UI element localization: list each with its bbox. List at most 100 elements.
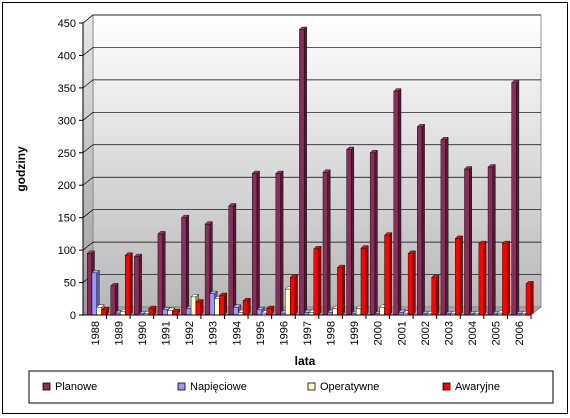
bar: [384, 232, 393, 316]
bar-top: [369, 150, 378, 153]
bar-side: [318, 245, 322, 316]
bar: [313, 245, 322, 316]
bar: [336, 264, 346, 316]
bar-front: [195, 301, 201, 316]
bar-top: [463, 166, 473, 170]
bar-top: [124, 252, 133, 256]
y-tick-label: 200: [58, 180, 76, 192]
legend-label: Awaryjne: [455, 381, 500, 393]
bar-top: [487, 164, 496, 168]
bar-side: [327, 169, 331, 316]
x-tick-label: 1991: [161, 321, 173, 345]
bar-top: [346, 146, 355, 150]
bar-side: [492, 164, 496, 316]
gridline: [82, 176, 541, 186]
bar-top: [133, 253, 143, 257]
bar-side: [374, 149, 378, 316]
y-tick-label: 50: [64, 278, 76, 290]
x-axis-title: lata: [295, 354, 316, 368]
bar-top: [298, 26, 308, 30]
bar-top: [256, 307, 265, 311]
bar: [298, 26, 308, 316]
bar-front: [157, 233, 163, 316]
x-tick-label: 1996: [278, 321, 290, 345]
x-tick-label: 1990: [137, 321, 149, 345]
bar-front: [204, 223, 211, 316]
bar: [124, 252, 133, 316]
bar-front: [478, 243, 484, 316]
bar-top: [360, 245, 369, 249]
bar-front: [110, 285, 116, 316]
bar-front: [148, 308, 154, 316]
bar-side: [186, 214, 190, 316]
bar: [133, 253, 143, 316]
bar-top: [454, 235, 464, 239]
gridline: [82, 14, 541, 24]
bar-top: [232, 304, 242, 308]
bar-top: [251, 170, 261, 174]
x-tick-label: 2004: [467, 321, 479, 345]
bar-side: [483, 240, 487, 316]
bar-front: [167, 310, 173, 316]
bar-top: [91, 270, 100, 274]
bar-front: [464, 168, 470, 316]
bar: [322, 169, 331, 316]
bar: [242, 297, 251, 316]
y-axis-title: godziny: [14, 146, 28, 192]
y-tick-label: 150: [58, 213, 76, 225]
bar-top: [289, 274, 299, 278]
x-tick-label: 2003: [443, 321, 455, 345]
bar-top: [195, 299, 204, 303]
legend-swatch: [42, 382, 51, 391]
legend: [28, 370, 554, 404]
bar: [478, 240, 487, 316]
bar-top: [209, 290, 218, 294]
bar: [101, 306, 110, 316]
bar-top: [336, 264, 346, 268]
chart-frame: 0 50 100 150 200 250 300 350 400 450 1988 1989 1990 1…: [2, 2, 568, 414]
bar-front: [91, 272, 97, 316]
bar-front: [214, 298, 220, 316]
bar-top: [228, 203, 237, 207]
legend-swatch: [442, 382, 451, 391]
gridline: [82, 144, 541, 154]
x-tick-label: 1993: [208, 321, 220, 345]
bar-top: [440, 137, 449, 141]
bar: [148, 305, 157, 316]
x-tick-label: 2006: [514, 321, 526, 345]
bar: [511, 79, 520, 316]
bar: [195, 299, 204, 316]
bar-front: [162, 309, 168, 316]
bar-top: [478, 240, 487, 244]
bar-top: [181, 214, 190, 218]
bar: [266, 305, 275, 316]
bar: [171, 308, 181, 316]
bar-front: [86, 253, 93, 316]
gridline: [82, 47, 541, 56]
bar-side: [351, 146, 355, 316]
bar-front: [190, 296, 197, 316]
bar-front: [355, 308, 362, 316]
bar-front: [525, 283, 532, 316]
x-tick-label: 2000: [373, 321, 385, 345]
y-tick-label: 100: [58, 245, 76, 257]
x-tick-label: 1994: [231, 321, 243, 345]
bar-top: [525, 281, 534, 285]
x-tick-label: 1995: [255, 321, 267, 345]
bar-front: [96, 307, 102, 316]
bar-side: [115, 282, 119, 316]
x-tick-label: 1992: [184, 321, 196, 345]
y-tick-label: 300: [58, 115, 76, 127]
x-tick-label: 2002: [420, 321, 432, 345]
bar-front: [209, 293, 215, 316]
bar-side: [389, 232, 393, 316]
bar-top: [511, 79, 520, 83]
bar-front: [256, 309, 263, 316]
bar-side: [459, 235, 463, 316]
bar-top: [431, 274, 440, 278]
bar-front: [346, 149, 352, 316]
bar-side: [469, 166, 472, 316]
x-tick-label: 1998: [326, 321, 338, 345]
bar-front: [502, 243, 508, 316]
bar-top: [242, 298, 251, 301]
